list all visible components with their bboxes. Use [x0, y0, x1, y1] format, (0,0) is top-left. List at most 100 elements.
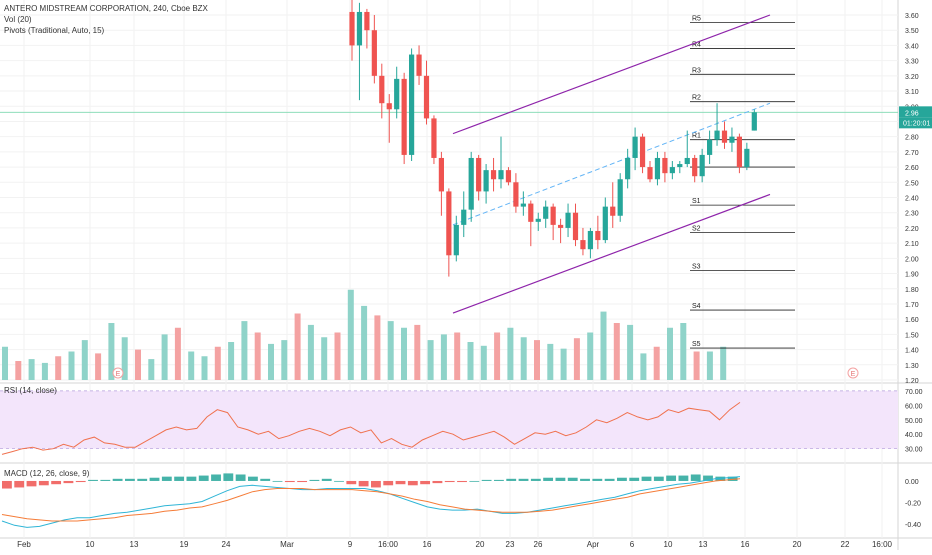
candle-down [558, 224, 564, 228]
candle-down [423, 75, 430, 119]
macd-histogram-bar [678, 475, 689, 481]
volume-bar [640, 353, 647, 380]
macd-legend[interactable]: MACD (12, 26, close, 9) [4, 469, 90, 478]
last-price-tag-text: 2.96 [905, 110, 919, 117]
macd-histogram-bar [309, 479, 320, 481]
pivots-legend[interactable]: Pivots (Traditional, Auto, 15) [4, 26, 105, 35]
price-tick-label: 2.40 [905, 196, 919, 203]
rsi-line [1, 401, 741, 455]
x-tick-label: 20 [793, 540, 802, 549]
volume-bar [214, 346, 221, 380]
candle-up [751, 112, 757, 131]
volume-bar [334, 332, 341, 380]
volume-bar [680, 323, 687, 380]
macd-histogram-bar [604, 478, 615, 481]
candle-down [572, 212, 579, 241]
pivot-label: R2 [692, 95, 701, 102]
volume-bar [174, 327, 181, 380]
candle-down [692, 157, 698, 177]
candle-down [595, 230, 601, 241]
volume-bar [15, 361, 22, 380]
channel-lower [452, 193, 771, 314]
x-tick-label: 13 [130, 540, 139, 549]
macd-histogram-bar [580, 478, 590, 481]
volume-bar [693, 351, 700, 380]
macd-histogram-bar [457, 480, 467, 483]
candle-up [617, 179, 623, 216]
x-tick-label: 24 [222, 540, 231, 549]
macd-tick-label: -0.20 [905, 501, 921, 508]
volume-bar [520, 337, 527, 380]
macd-histogram-bar [248, 476, 258, 481]
candle-down [379, 75, 385, 104]
x-tick-label: 23 [506, 540, 515, 549]
channel-upper [452, 14, 771, 135]
volume-bar [361, 305, 368, 380]
volume-bar [613, 323, 620, 380]
volume-legend[interactable]: Vol (20) [4, 15, 32, 24]
candle-up [483, 170, 489, 192]
macd-histogram-bar [629, 477, 640, 481]
volume-bar [347, 289, 354, 380]
x-tick-label: 16:00 [378, 540, 399, 549]
signal-line [1, 478, 741, 522]
rsi-legend[interactable]: RSI (14, close) [4, 386, 57, 395]
rsi-tick-label: 60.00 [905, 403, 923, 410]
price-tick-label: 1.70 [905, 302, 919, 309]
x-tick-label: 22 [841, 540, 850, 549]
rsi-tick-label: 40.00 [905, 432, 923, 439]
macd-histogram-bar [112, 478, 123, 481]
pivot-label: R4 [692, 41, 701, 48]
earnings-marker-label: E [851, 371, 856, 378]
candle-up [520, 203, 526, 207]
volume-bar [28, 359, 35, 380]
macd-histogram-bar [481, 479, 492, 481]
macd-histogram-bar [641, 476, 652, 481]
macd-histogram-bar [284, 480, 295, 483]
rsi-tick-label: 70.00 [905, 389, 923, 396]
macd-histogram-bar [149, 477, 160, 481]
pivot-label: R5 [692, 16, 701, 23]
candle-down [528, 203, 534, 222]
candle-up [632, 136, 638, 158]
rsi-tick-label: 50.00 [905, 418, 923, 425]
candle-up [409, 54, 415, 155]
candle-up [707, 139, 713, 155]
candle-up [394, 78, 400, 110]
macd-histogram-bar [727, 476, 738, 481]
candle-up [699, 154, 705, 177]
macd-histogram-bar [260, 478, 271, 481]
candle-up [535, 218, 541, 222]
volume-bar [440, 334, 447, 380]
countdown-tag [899, 117, 932, 129]
volume-bar [268, 343, 274, 380]
pivot-levels: R5R4R3R2R1PS1S2S3S4S5 [0, 16, 898, 349]
symbol-title[interactable]: ANTERO MIDSTREAM CORPORATION, 240, Cboe … [4, 4, 208, 13]
chart-legend: ANTERO MIDSTREAM CORPORATION, 240, Cboe … [4, 3, 208, 36]
time-axis: Feb 10 13 19 24 Mar 9 16:00 16 20 23 26 Apr 6 10 13 16 20… [17, 540, 892, 549]
candle-down [662, 157, 668, 174]
candle-up [453, 224, 459, 256]
volume-bar [307, 324, 314, 380]
pivot-label: S4 [692, 303, 701, 310]
volume-bar [55, 356, 62, 380]
volume-bar [374, 315, 381, 380]
price-tick-label: 1.40 [905, 348, 919, 355]
candle-up [587, 230, 593, 250]
candles [349, 0, 757, 277]
volume-bar [81, 340, 88, 380]
rsi-line [1, 401, 741, 455]
earnings-marker [112, 367, 124, 379]
candle-down [550, 206, 556, 225]
candle-up [498, 170, 504, 180]
macd-histogram-bar [51, 480, 62, 485]
candle-down [647, 167, 653, 180]
pivot-label: S1 [692, 198, 701, 205]
macd-histogram-bar [494, 479, 504, 481]
macd-histogram-bar [432, 480, 443, 484]
candle-down [580, 240, 586, 250]
price-tick-label: 2.30 [905, 211, 919, 218]
pivot-label: R3 [692, 67, 701, 74]
macd-histogram-bar [297, 480, 308, 483]
candle-up [714, 130, 720, 140]
